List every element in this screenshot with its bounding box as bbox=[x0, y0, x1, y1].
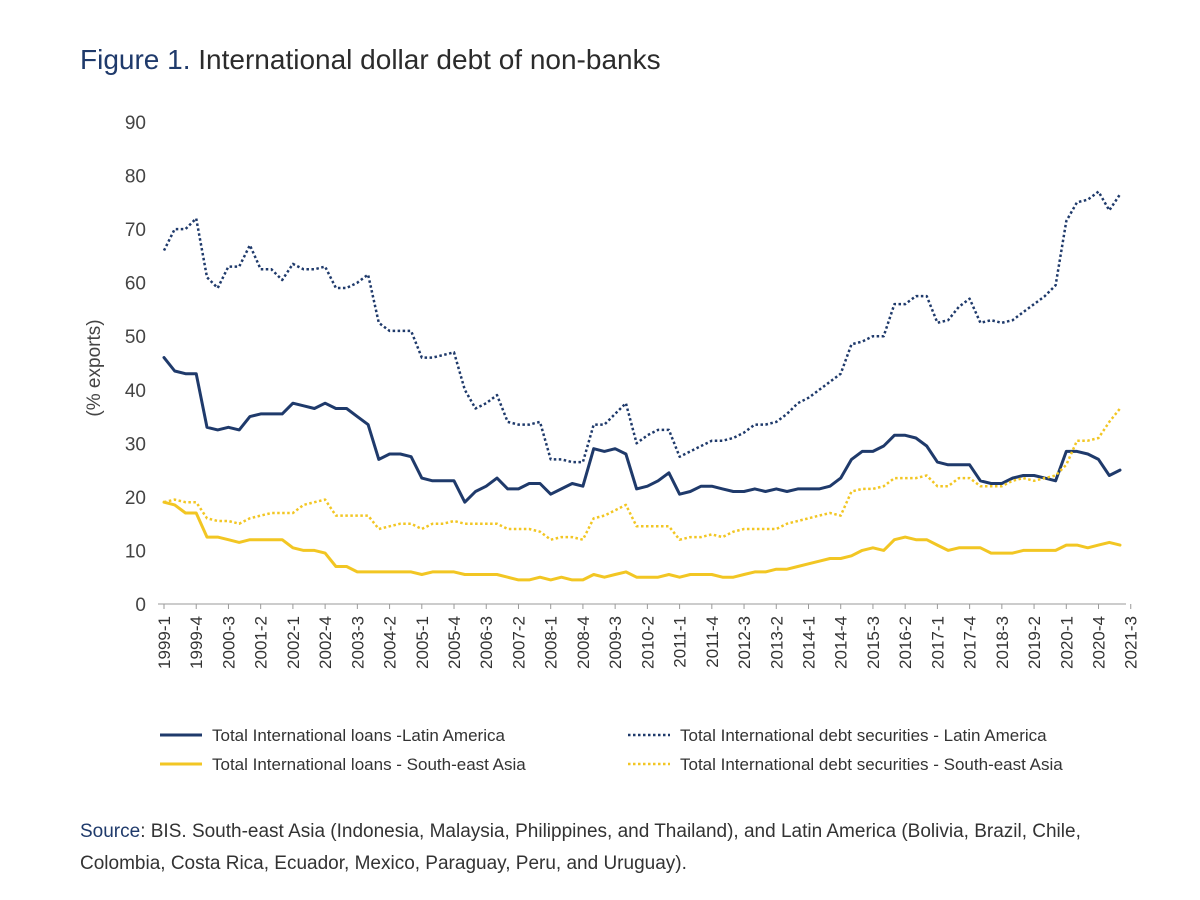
legend-label: Total International loans -Latin America bbox=[212, 726, 505, 745]
x-tick-label: 2001-2 bbox=[252, 616, 271, 669]
x-tick-label: 2000-3 bbox=[219, 616, 238, 669]
x-tick-label: 2002-1 bbox=[284, 616, 303, 669]
y-tick-label: 30 bbox=[125, 434, 146, 455]
x-tick-label: 2014-1 bbox=[799, 616, 818, 669]
figure-label: Figure 1. bbox=[80, 44, 191, 75]
x-tick-label: 2003-3 bbox=[348, 616, 367, 669]
y-tick-label: 70 bbox=[125, 220, 146, 241]
x-tick-label: 2009-3 bbox=[606, 616, 625, 669]
x-tick-label: 2010-2 bbox=[638, 616, 657, 669]
x-tick-label: 2005-4 bbox=[445, 616, 464, 669]
y-tick-label: 40 bbox=[125, 381, 146, 402]
x-tick-label: 2006-3 bbox=[477, 616, 496, 669]
figure-title: Figure 1. International dollar debt of n… bbox=[80, 44, 661, 76]
x-tick-label: 2017-1 bbox=[928, 616, 947, 669]
y-tick-label: 20 bbox=[125, 488, 146, 509]
x-tick-label: 2011-1 bbox=[671, 616, 690, 668]
x-tick-label: 2017-4 bbox=[961, 616, 980, 669]
source-label: Source bbox=[80, 821, 141, 842]
y-axis-ticks: 0 10 20 30 40 50 60 70 80 90 bbox=[125, 113, 146, 616]
series-lines bbox=[162, 190, 1122, 582]
legend-label: Total International debt securities - So… bbox=[680, 755, 1063, 774]
x-tick-label: 2008-1 bbox=[542, 616, 561, 669]
x-tick-label: 1999-1 bbox=[155, 616, 174, 669]
y-tick-label: 50 bbox=[125, 327, 146, 348]
figure-title-text: International dollar debt of non-banks bbox=[198, 44, 661, 75]
x-tick-label: 2016-2 bbox=[896, 616, 915, 669]
x-tick-label: 2007-2 bbox=[509, 616, 528, 669]
x-tick-label: 2020-4 bbox=[1090, 616, 1109, 669]
y-tick-label: 80 bbox=[125, 167, 146, 188]
x-tick-label: 2008-4 bbox=[574, 616, 593, 669]
y-tick-label: 60 bbox=[125, 274, 146, 295]
x-tick-label: 2021-3 bbox=[1122, 616, 1141, 669]
x-tick-label: 2014-4 bbox=[832, 616, 851, 669]
y-tick-label: 10 bbox=[125, 541, 146, 562]
x-tick-label: 2020-1 bbox=[1057, 616, 1076, 669]
legend-label: Total International loans - South-east A… bbox=[212, 755, 526, 774]
y-tick-label: 0 bbox=[135, 595, 146, 616]
y-tick-label: 90 bbox=[125, 113, 146, 134]
x-tick-label: 2018-3 bbox=[993, 616, 1012, 669]
x-tick-label: 2004-2 bbox=[381, 616, 400, 669]
series-line-1 bbox=[162, 356, 1122, 504]
x-tick-label: 2019-2 bbox=[1025, 616, 1044, 669]
x-axis: 1999-1 1999-4 2000-3 2001-2 2002-1 2002-4 2003… bbox=[155, 603, 1141, 669]
x-tick-label: 2011-4 bbox=[703, 616, 722, 668]
y-axis-label: (% exports) bbox=[84, 319, 105, 416]
x-tick-label: 2012-3 bbox=[735, 616, 754, 669]
series-line-4 bbox=[163, 407, 1121, 541]
legend: Total International loans -Latin America… bbox=[160, 726, 1063, 774]
source-text: : BIS. South-east Asia (Indonesia, Malay… bbox=[80, 821, 1081, 874]
x-tick-label: 1999-4 bbox=[187, 616, 206, 669]
source-note: Source: BIS. South-east Asia (Indonesia,… bbox=[80, 816, 1150, 880]
series-line-2 bbox=[162, 190, 1122, 464]
x-tick-label: 2015-3 bbox=[864, 616, 883, 669]
x-tick-label: 2002-4 bbox=[316, 616, 335, 669]
x-tick-label: 2013-2 bbox=[767, 616, 786, 669]
legend-label: Total International debt securities - La… bbox=[680, 726, 1047, 745]
series-line-3 bbox=[162, 500, 1122, 582]
x-tick-label: 2005-1 bbox=[413, 616, 432, 669]
